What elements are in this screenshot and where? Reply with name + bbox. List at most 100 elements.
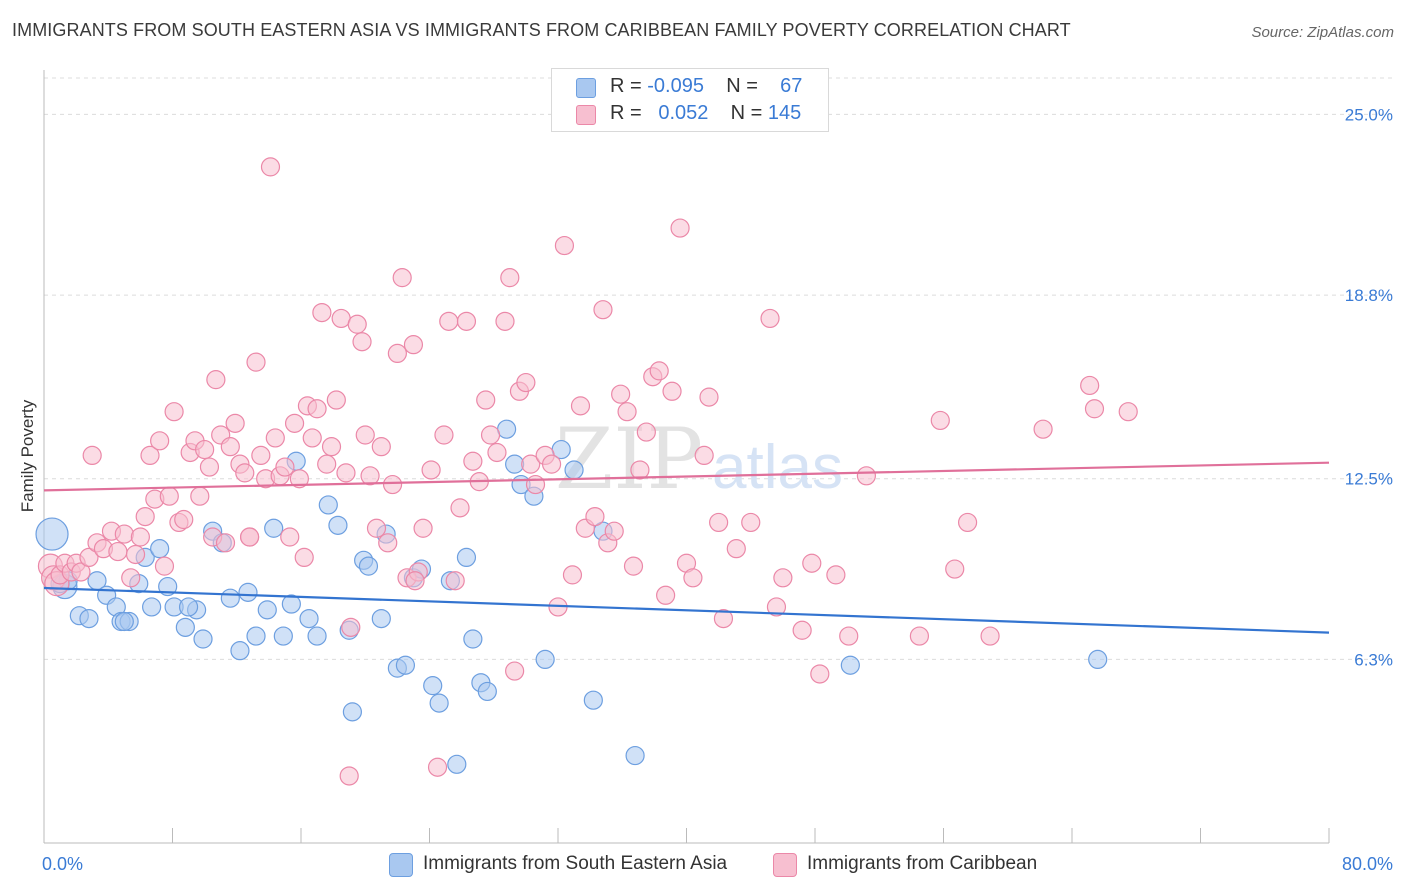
r-label: R = xyxy=(610,75,648,97)
point-caribbean xyxy=(289,469,309,489)
point-caribbean xyxy=(150,431,170,451)
r-value: 0.052 xyxy=(658,102,709,124)
point-sea xyxy=(79,608,99,629)
point-caribbean xyxy=(347,314,367,334)
legend-label-sea: Immigrants from South Eastern Asia xyxy=(423,853,728,874)
point-caribbean xyxy=(741,512,761,533)
point-caribbean xyxy=(521,454,541,474)
point-caribbean xyxy=(121,568,141,588)
gridlines xyxy=(44,77,1392,660)
point-caribbean xyxy=(525,474,546,495)
point-caribbean xyxy=(649,361,669,381)
point-caribbean xyxy=(174,509,194,530)
point-sea xyxy=(318,495,338,515)
point-caribbean xyxy=(82,445,102,465)
point-caribbean xyxy=(726,539,746,559)
point-caribbean xyxy=(352,332,372,352)
point-caribbean xyxy=(450,498,470,518)
point-caribbean xyxy=(662,381,682,401)
point-caribbean xyxy=(114,524,134,544)
point-caribbean xyxy=(294,547,314,568)
point-caribbean xyxy=(957,512,978,533)
point-caribbean xyxy=(709,512,729,533)
point-caribbean xyxy=(326,390,346,410)
point-caribbean xyxy=(434,425,454,445)
point-caribbean xyxy=(125,544,146,565)
point-sea xyxy=(307,626,327,646)
y-tick-label-1: 12.5% xyxy=(1345,470,1393,489)
point-caribbean xyxy=(284,413,305,433)
point-caribbean xyxy=(154,556,175,576)
watermark-atlas: atlas xyxy=(712,433,843,502)
point-caribbean xyxy=(792,620,812,640)
point-caribbean xyxy=(382,474,403,495)
point-caribbean xyxy=(1033,419,1053,439)
point-sea xyxy=(175,617,195,637)
point-caribbean xyxy=(341,617,361,637)
point-sea xyxy=(371,608,391,629)
point-caribbean xyxy=(1080,375,1100,396)
point-sea xyxy=(230,641,250,661)
point-caribbean xyxy=(495,311,515,331)
point-caribbean xyxy=(159,486,179,506)
point-sea xyxy=(358,556,379,576)
point-sea xyxy=(246,626,266,646)
point-caribbean xyxy=(476,390,496,410)
point-caribbean xyxy=(336,463,356,483)
source-label: Source: ZipAtlas.com xyxy=(1251,24,1394,41)
point-sea xyxy=(1088,649,1108,670)
point-caribbean xyxy=(463,451,483,471)
watermark-zip: ZIP xyxy=(555,410,703,508)
point-caribbean xyxy=(1084,399,1105,419)
point-sea xyxy=(150,539,170,559)
point-caribbean xyxy=(331,308,351,329)
point-caribbean xyxy=(206,370,226,390)
point-caribbean xyxy=(235,463,255,483)
point-caribbean xyxy=(636,422,656,442)
point-caribbean xyxy=(839,626,859,646)
point-caribbean xyxy=(251,445,271,465)
point-caribbean xyxy=(980,626,1000,646)
point-sea xyxy=(583,690,603,710)
point-caribbean xyxy=(339,766,359,786)
point-caribbean xyxy=(500,268,520,288)
point-caribbean xyxy=(585,506,605,527)
point-caribbean xyxy=(562,565,583,585)
axes xyxy=(43,70,1330,844)
point-sea xyxy=(497,419,517,439)
point-sea xyxy=(238,582,258,602)
point-sea xyxy=(447,754,467,774)
point-caribbean xyxy=(541,454,562,474)
point-sea xyxy=(625,745,645,766)
point-caribbean xyxy=(604,521,624,541)
point-caribbean xyxy=(190,486,210,506)
point-caribbean xyxy=(694,445,714,465)
point-sea xyxy=(423,676,443,696)
point-caribbean xyxy=(1118,402,1138,422)
point-sea xyxy=(328,515,348,535)
point-caribbean xyxy=(360,466,380,486)
point-sea xyxy=(299,608,319,629)
point-caribbean xyxy=(713,608,734,629)
point-caribbean xyxy=(405,571,425,591)
point-sea xyxy=(463,629,483,649)
point-sea xyxy=(281,594,301,614)
n-label: N = xyxy=(730,102,768,124)
point-caribbean xyxy=(421,460,441,480)
n-value: 67 xyxy=(780,75,803,97)
point-caribbean xyxy=(826,565,846,585)
legend-swatch-caribbean xyxy=(773,853,797,877)
data-points xyxy=(35,157,1138,786)
point-caribbean xyxy=(670,218,690,238)
point-sea xyxy=(257,600,277,620)
legend-text-sea: R = -0.095 N = 67 xyxy=(610,75,802,98)
point-caribbean xyxy=(265,428,285,448)
point-sea xyxy=(505,454,525,474)
point-sea xyxy=(35,517,69,551)
point-caribbean xyxy=(930,410,950,431)
point-sea xyxy=(264,518,284,538)
point-caribbean xyxy=(617,402,637,422)
point-caribbean xyxy=(130,527,150,547)
point-caribbean xyxy=(164,402,184,422)
